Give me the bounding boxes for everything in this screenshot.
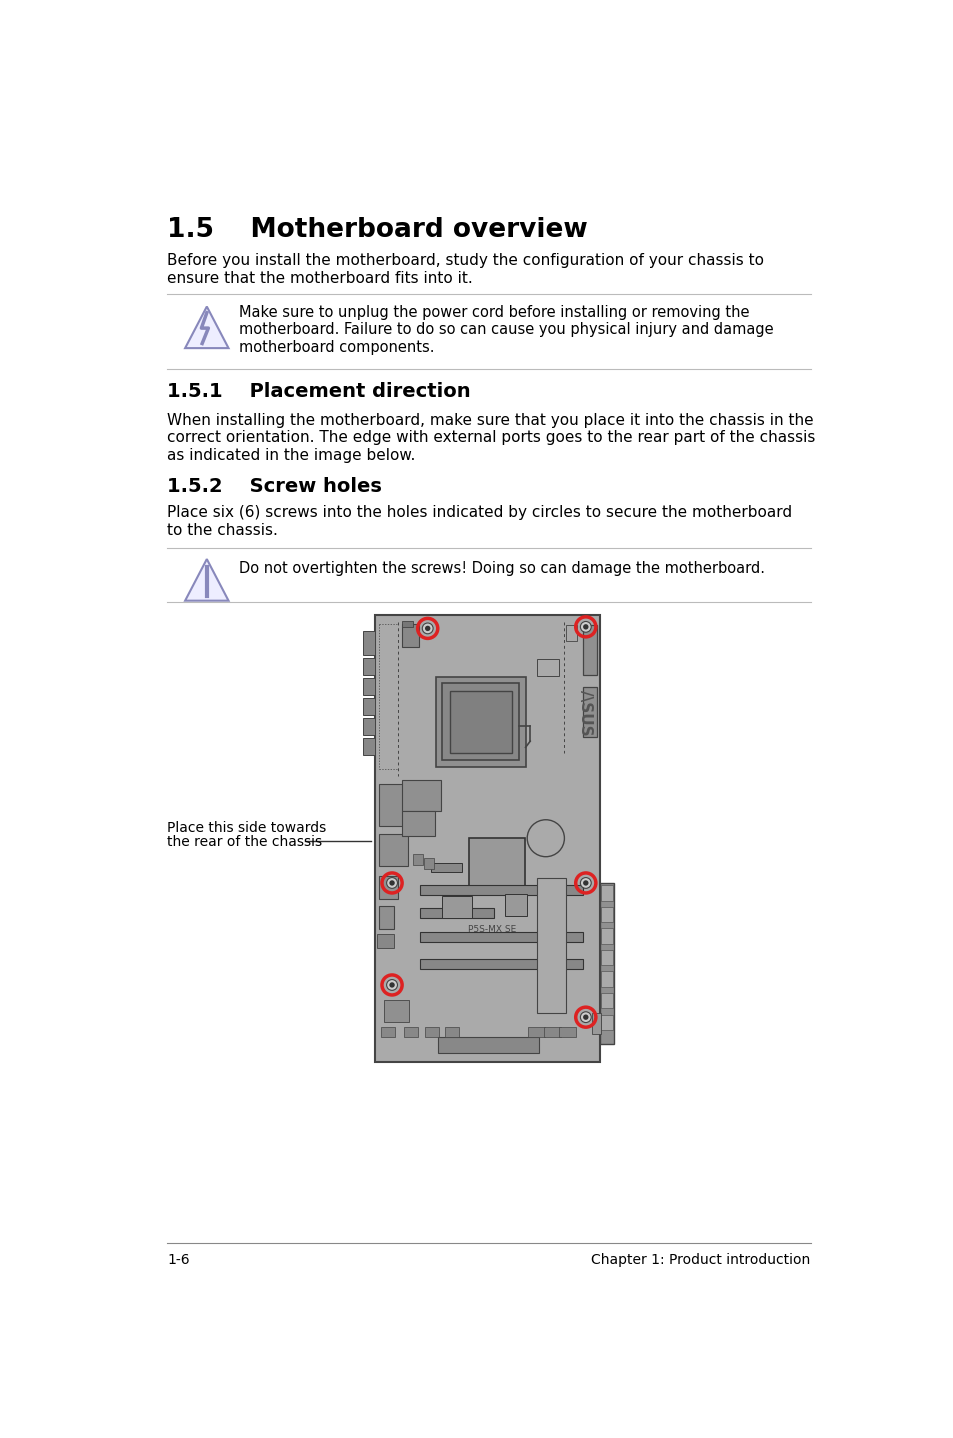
Bar — [592, 1012, 600, 1034]
Bar — [375, 614, 599, 1061]
Text: P5S-MX SE: P5S-MX SE — [467, 926, 516, 935]
Bar — [402, 624, 418, 647]
Text: 1.5.2    Screw holes: 1.5.2 Screw holes — [167, 477, 382, 496]
Circle shape — [389, 880, 395, 886]
Bar — [505, 894, 526, 916]
Bar — [419, 932, 582, 942]
Circle shape — [386, 979, 397, 991]
Bar — [402, 621, 413, 627]
Text: Make sure to unplug the power cord before installing or removing the
motherboard: Make sure to unplug the power cord befor… — [239, 305, 773, 355]
Circle shape — [579, 621, 591, 633]
Bar — [378, 876, 397, 899]
Bar — [378, 834, 408, 866]
Circle shape — [579, 877, 591, 889]
Bar — [599, 994, 612, 1008]
Bar — [449, 692, 511, 752]
Circle shape — [386, 877, 397, 889]
Circle shape — [527, 820, 564, 857]
Bar — [401, 779, 440, 811]
Text: /\SUS: /\SUS — [578, 690, 593, 736]
Bar — [599, 929, 612, 943]
Bar — [537, 879, 566, 1014]
Text: 1-6: 1-6 — [167, 1252, 190, 1267]
Bar — [431, 863, 461, 871]
Circle shape — [582, 624, 588, 630]
Bar — [599, 1015, 612, 1030]
Bar — [558, 1027, 576, 1037]
Text: Place this side towards: Place this side towards — [167, 821, 326, 835]
Bar — [599, 883, 613, 1044]
Text: When installing the motherboard, make sure that you place it into the chassis in: When installing the motherboard, make su… — [167, 413, 815, 463]
Bar — [404, 1027, 418, 1037]
Circle shape — [389, 982, 395, 988]
Bar — [469, 838, 525, 886]
Circle shape — [582, 1014, 588, 1020]
Bar — [599, 972, 612, 986]
Bar — [381, 1027, 395, 1037]
Polygon shape — [185, 306, 229, 348]
Bar — [599, 951, 612, 965]
Bar — [599, 907, 612, 922]
Circle shape — [422, 623, 433, 634]
Bar — [362, 657, 375, 674]
Bar — [362, 738, 375, 755]
Bar — [444, 1027, 458, 1037]
Bar — [527, 1027, 544, 1037]
Polygon shape — [185, 559, 229, 601]
Text: Do not overtighten the screws! Doing so can damage the motherboard.: Do not overtighten the screws! Doing so … — [239, 561, 764, 577]
Bar — [362, 697, 375, 715]
Circle shape — [579, 1012, 591, 1022]
Bar — [384, 1001, 409, 1022]
Bar — [401, 811, 434, 835]
Text: Chapter 1: Product introduction: Chapter 1: Product introduction — [591, 1252, 810, 1267]
Text: 1.5    Motherboard overview: 1.5 Motherboard overview — [167, 217, 587, 243]
Bar — [436, 677, 525, 766]
Bar — [362, 718, 375, 735]
Bar — [537, 659, 558, 676]
Text: 1.5.1    Placement direction: 1.5.1 Placement direction — [167, 383, 471, 401]
Bar — [599, 886, 612, 900]
Bar — [362, 631, 375, 654]
Text: the rear of the chassis: the rear of the chassis — [167, 834, 322, 848]
Text: Place six (6) screws into the holes indicated by circles to secure the motherboa: Place six (6) screws into the holes indi… — [167, 505, 792, 538]
Bar — [543, 1027, 560, 1037]
Bar — [441, 683, 518, 761]
Bar — [378, 906, 394, 929]
Bar — [424, 858, 434, 869]
Bar — [419, 886, 582, 896]
Bar — [437, 1037, 538, 1053]
Bar — [565, 626, 576, 641]
Bar — [376, 935, 394, 948]
Bar — [362, 677, 375, 695]
Circle shape — [424, 626, 430, 631]
Bar — [419, 959, 582, 969]
Bar — [582, 687, 596, 736]
Bar — [442, 896, 472, 917]
Bar — [378, 784, 408, 827]
Bar — [425, 1027, 439, 1037]
Bar — [419, 907, 493, 917]
Bar — [413, 854, 422, 864]
Circle shape — [582, 880, 588, 886]
Text: Before you install the motherboard, study the configuration of your chassis to
e: Before you install the motherboard, stud… — [167, 253, 763, 286]
Bar — [582, 626, 596, 676]
